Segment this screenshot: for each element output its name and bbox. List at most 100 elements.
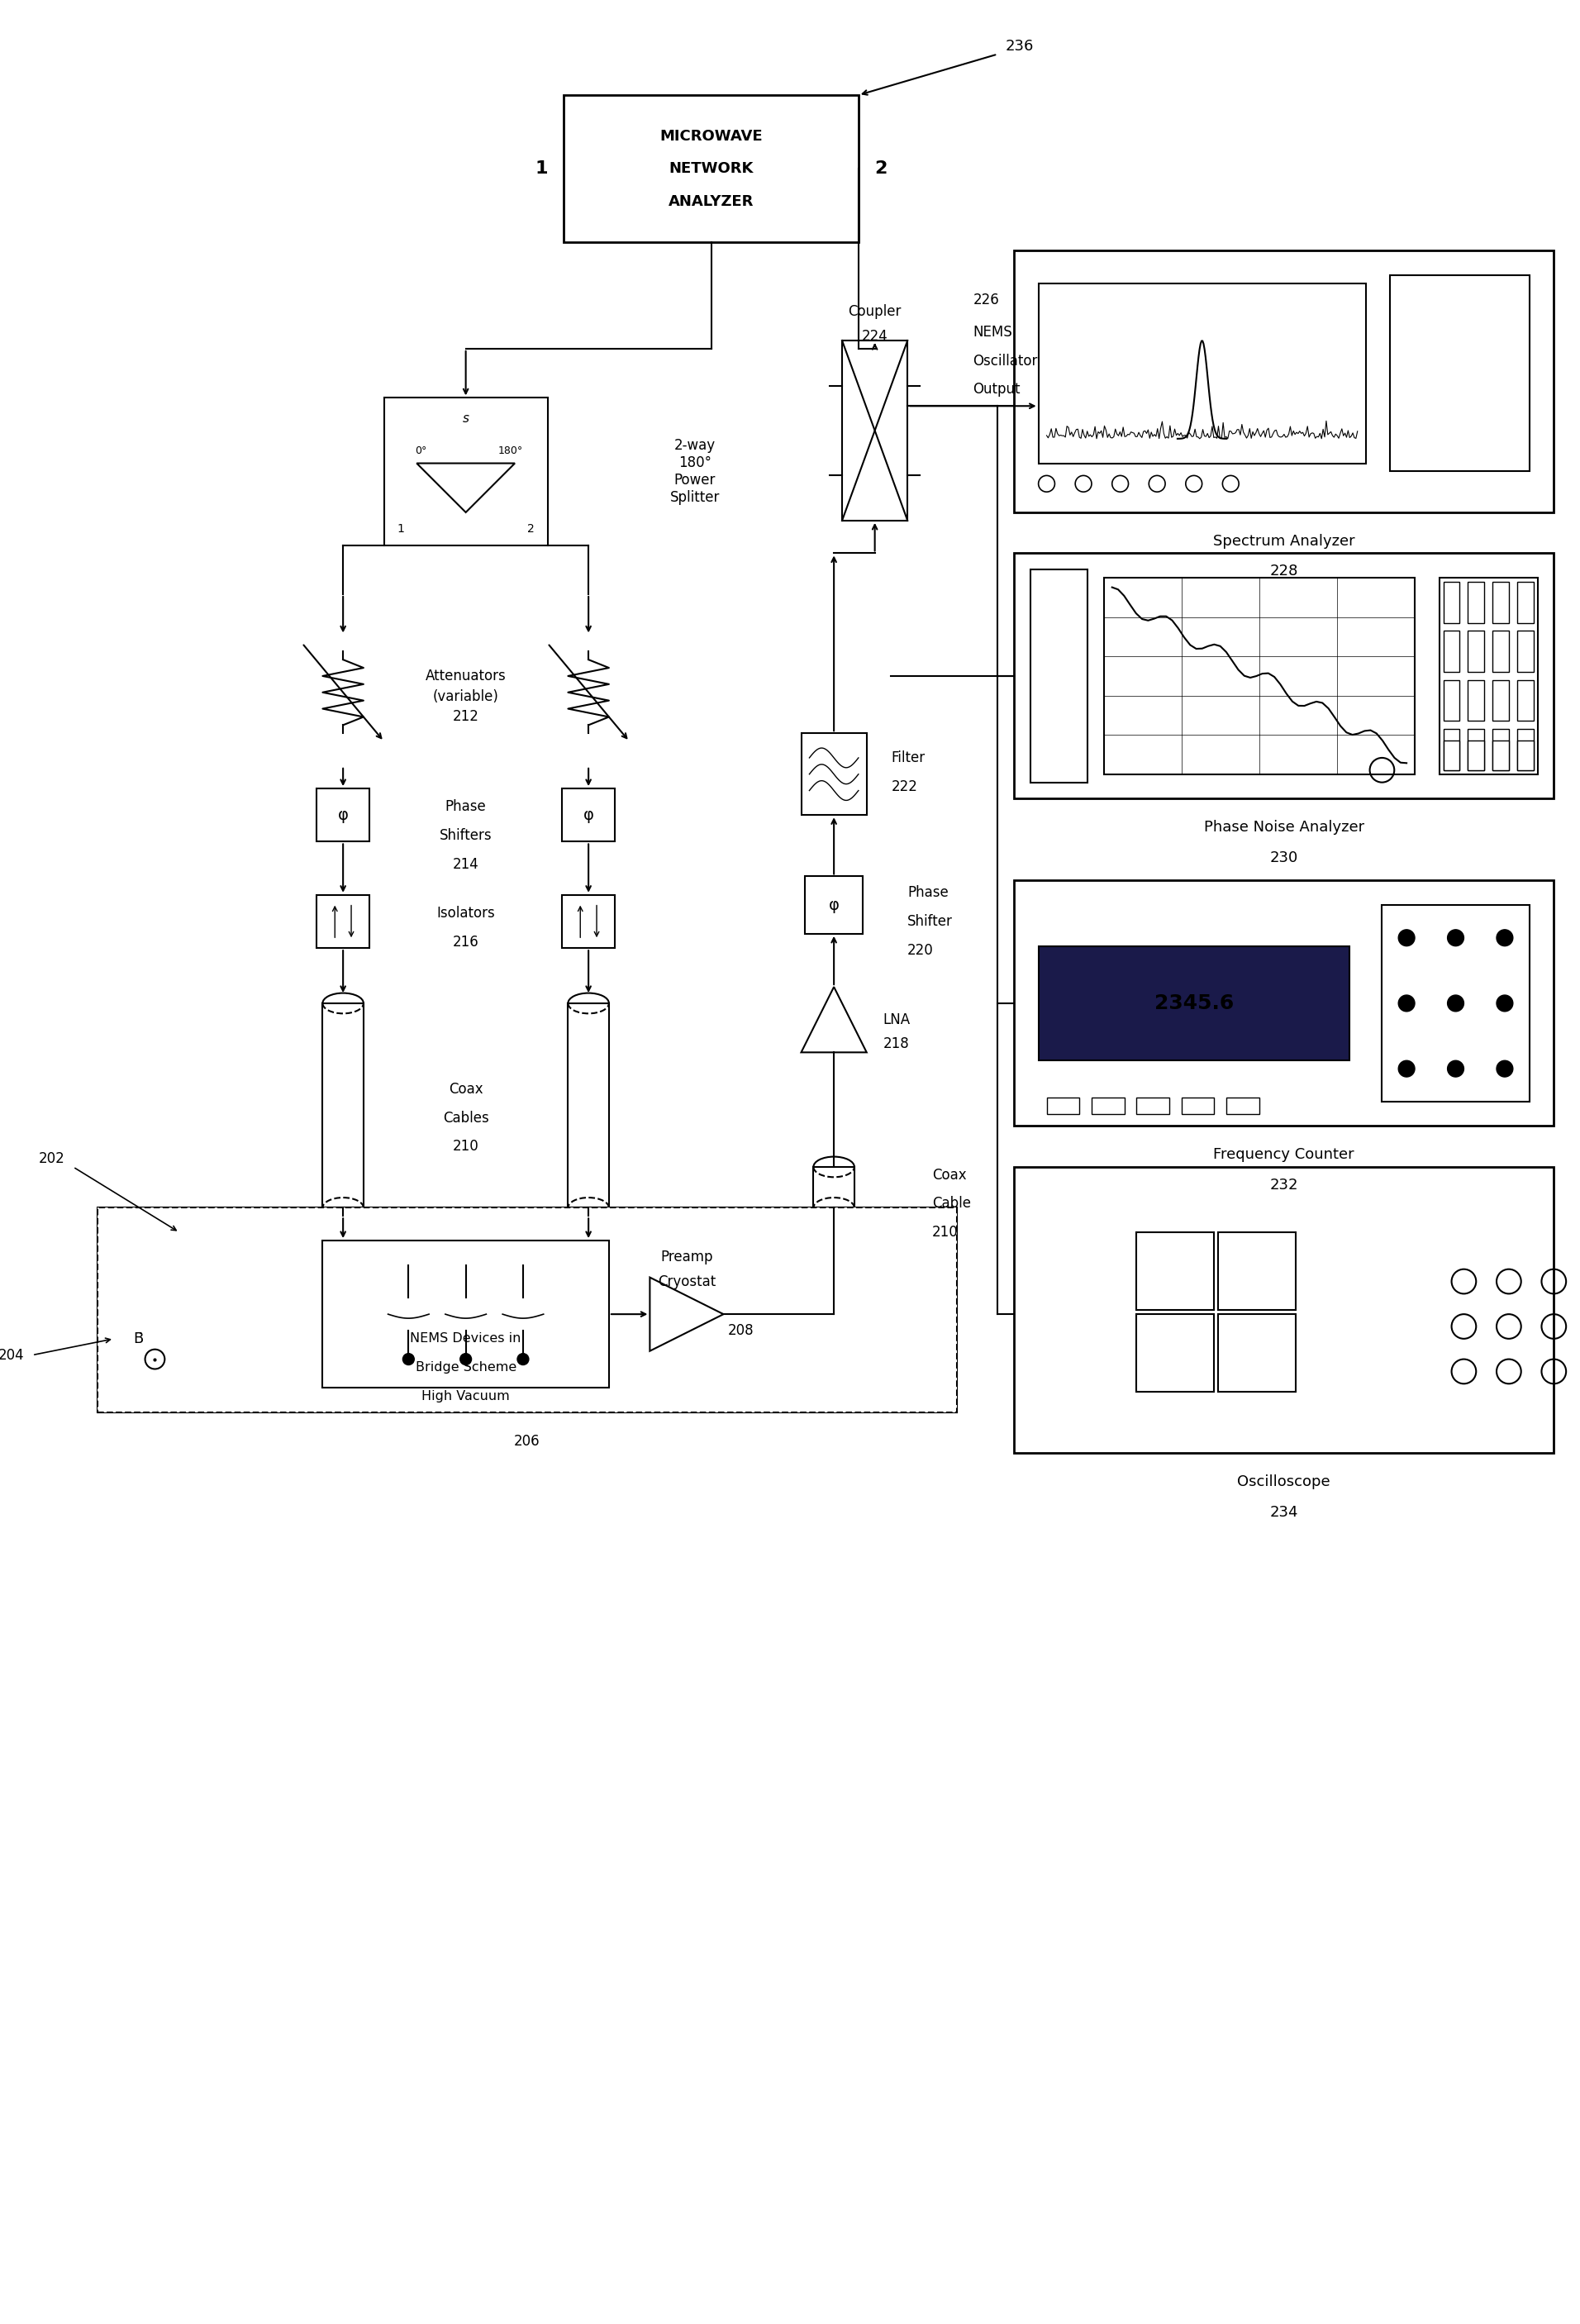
Bar [1517, 632, 1533, 672]
Bar [1468, 741, 1484, 769]
Bar [1493, 681, 1509, 720]
Text: Cryostat: Cryostat [657, 1274, 716, 1290]
Bar [1136, 1313, 1215, 1392]
Circle shape [517, 1353, 529, 1364]
Bar [1468, 730, 1484, 769]
Text: (variable): (variable) [433, 688, 499, 704]
Circle shape [1398, 930, 1414, 946]
Bar [316, 788, 370, 841]
Bar [1390, 274, 1529, 472]
Text: Coupler: Coupler [848, 304, 902, 318]
Text: 234: 234 [1270, 1504, 1299, 1520]
Circle shape [1398, 995, 1414, 1011]
Text: 2-way
180°
Power
Splitter: 2-way 180° Power Splitter [670, 439, 720, 504]
Bar [1182, 1097, 1215, 1113]
Text: 202: 202 [38, 1150, 65, 1167]
Text: 208: 208 [727, 1322, 754, 1339]
Text: φ: φ [828, 897, 839, 913]
Bar [1444, 730, 1460, 769]
Bar [1468, 581, 1484, 623]
Circle shape [1496, 1060, 1514, 1076]
Text: Attenuators: Attenuators [425, 669, 506, 683]
Bar [564, 95, 858, 242]
Text: Spectrum Analyzer: Spectrum Analyzer [1213, 535, 1354, 548]
Text: 204: 204 [0, 1348, 24, 1362]
Text: Coax: Coax [932, 1167, 967, 1183]
Bar [98, 1208, 956, 1413]
Bar [1493, 632, 1509, 672]
Text: ANALYZER: ANALYZER [668, 193, 754, 209]
Bar [1444, 681, 1460, 720]
Bar [1439, 579, 1537, 774]
Text: 232: 232 [1270, 1178, 1299, 1192]
Bar [842, 342, 907, 521]
Bar [1136, 1097, 1169, 1113]
Bar [316, 895, 370, 948]
Bar [1038, 946, 1349, 1060]
Text: 230: 230 [1270, 851, 1299, 865]
Text: 212: 212 [452, 709, 479, 725]
Text: Frequency Counter: Frequency Counter [1213, 1148, 1354, 1162]
Text: Shifter: Shifter [907, 913, 953, 930]
Text: 1: 1 [534, 160, 548, 177]
Text: 210: 210 [452, 1139, 479, 1155]
Circle shape [1447, 930, 1463, 946]
Text: NEMS: NEMS [973, 325, 1013, 339]
Bar [562, 788, 615, 841]
Bar [322, 1004, 363, 1208]
Bar [1226, 1097, 1259, 1113]
Text: Coax: Coax [449, 1081, 483, 1097]
Bar [1493, 581, 1509, 623]
Text: 222: 222 [891, 779, 918, 795]
Text: MICROWAVE: MICROWAVE [660, 128, 763, 144]
Bar [569, 1004, 608, 1208]
Text: 2: 2 [875, 160, 888, 177]
Text: Phase Noise Analyzer: Phase Noise Analyzer [1204, 820, 1364, 834]
Text: 206: 206 [514, 1434, 540, 1448]
Bar [1038, 284, 1365, 462]
Text: 218: 218 [883, 1037, 908, 1053]
Text: 210: 210 [932, 1225, 959, 1239]
Bar [1444, 581, 1460, 623]
Text: Oscillator: Oscillator [973, 353, 1038, 370]
Bar [1030, 569, 1087, 783]
Bar [384, 397, 548, 546]
Text: LNA: LNA [883, 1013, 910, 1027]
Bar [1517, 581, 1533, 623]
Bar [1092, 1097, 1125, 1113]
Text: Output: Output [973, 381, 1021, 397]
Text: NETWORK: NETWORK [668, 160, 754, 177]
Bar [1444, 632, 1460, 672]
Text: Phase: Phase [907, 885, 948, 899]
Circle shape [1447, 995, 1463, 1011]
Text: 0°: 0° [416, 446, 427, 456]
Circle shape [1447, 1060, 1463, 1076]
Bar [1014, 1167, 1553, 1452]
Bar [1014, 251, 1553, 511]
Bar [801, 734, 866, 816]
Text: 214: 214 [452, 858, 479, 872]
Bar [1493, 730, 1509, 769]
Text: 226: 226 [973, 293, 999, 307]
Text: s: s [463, 411, 469, 425]
Bar [1218, 1313, 1296, 1392]
Circle shape [460, 1353, 471, 1364]
Bar [806, 876, 863, 934]
Text: φ: φ [338, 806, 348, 823]
Bar [98, 1208, 956, 1413]
Text: Filter: Filter [891, 751, 926, 765]
Text: Isolators: Isolators [436, 906, 495, 920]
Bar [322, 1241, 608, 1387]
Bar [1104, 579, 1414, 774]
Text: 224: 224 [861, 330, 888, 344]
Bar [1493, 741, 1509, 769]
Text: 236: 236 [1006, 40, 1035, 53]
Bar [1517, 730, 1533, 769]
Bar [1517, 741, 1533, 769]
Text: 2: 2 [528, 523, 534, 535]
Text: Cables: Cables [442, 1111, 488, 1125]
Bar [1136, 1232, 1215, 1311]
Bar [562, 895, 615, 948]
Bar [1468, 681, 1484, 720]
Bar [1046, 1097, 1079, 1113]
